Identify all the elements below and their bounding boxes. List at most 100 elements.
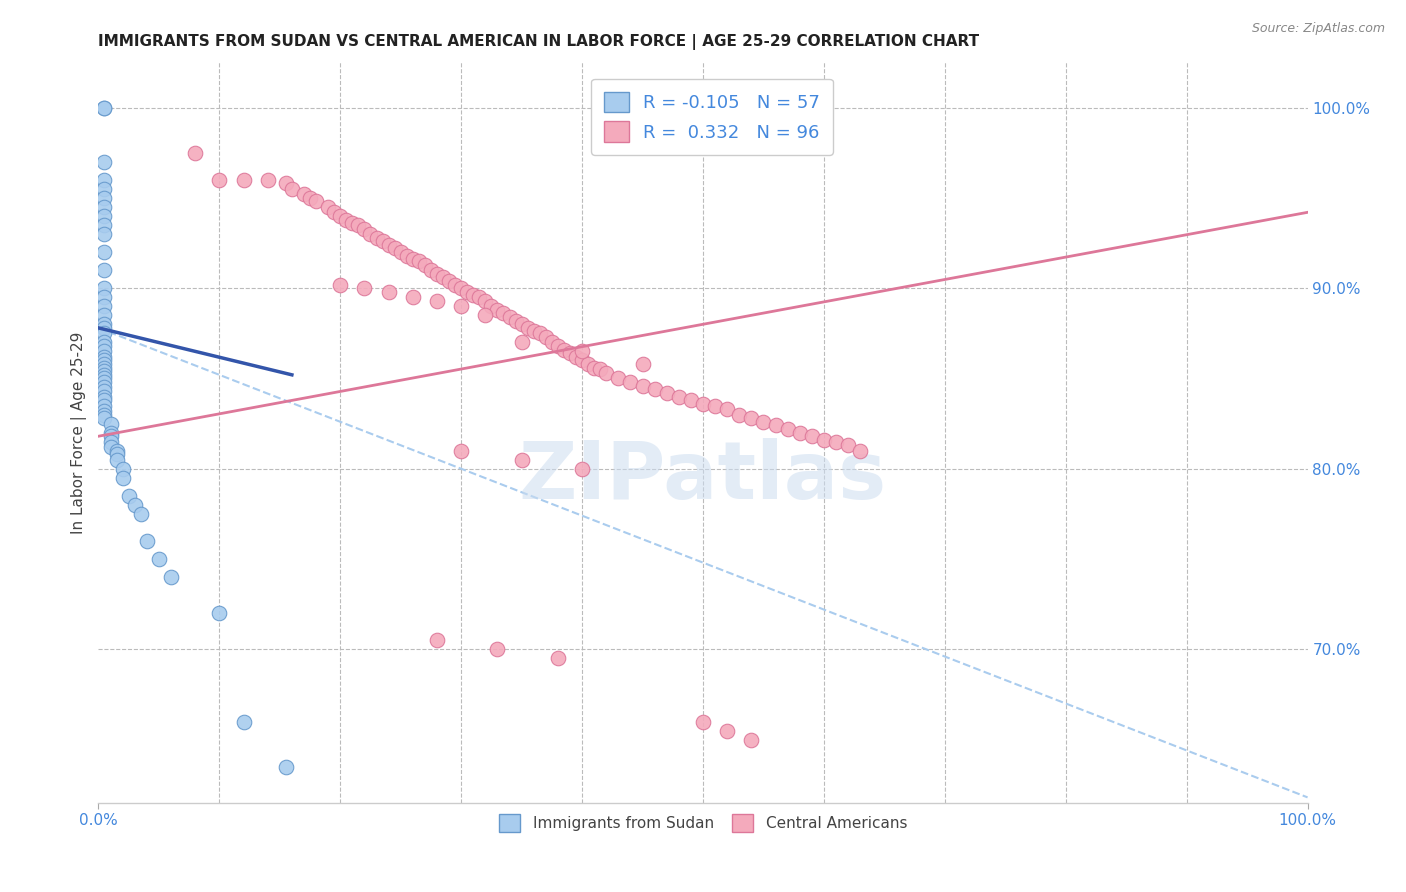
Point bbox=[547, 339, 569, 353]
Point bbox=[486, 642, 509, 657]
Point bbox=[281, 182, 304, 196]
Point bbox=[111, 471, 134, 485]
Point bbox=[837, 438, 859, 452]
Point bbox=[111, 461, 134, 475]
Point bbox=[716, 723, 738, 738]
Point bbox=[342, 216, 364, 230]
Point bbox=[752, 415, 775, 429]
Point bbox=[432, 270, 454, 285]
Point bbox=[316, 200, 339, 214]
Point bbox=[208, 173, 231, 187]
Point bbox=[576, 357, 599, 371]
Point bbox=[93, 380, 115, 394]
Point bbox=[692, 714, 714, 729]
Point bbox=[232, 714, 254, 729]
Point bbox=[93, 281, 115, 295]
Point bbox=[426, 633, 449, 648]
Point bbox=[93, 411, 115, 425]
Point bbox=[93, 245, 115, 260]
Point bbox=[93, 368, 115, 382]
Point bbox=[505, 313, 527, 327]
Point bbox=[492, 306, 515, 320]
Point bbox=[408, 254, 430, 268]
Point bbox=[692, 397, 714, 411]
Point bbox=[463, 288, 485, 302]
Point bbox=[93, 321, 115, 335]
Point bbox=[323, 205, 346, 219]
Point bbox=[619, 375, 641, 389]
Point bbox=[498, 310, 520, 324]
Point bbox=[93, 364, 115, 378]
Point bbox=[93, 173, 115, 187]
Point bbox=[105, 452, 128, 467]
Point bbox=[93, 375, 115, 389]
Point bbox=[402, 290, 425, 304]
Point bbox=[274, 760, 297, 774]
Point bbox=[366, 230, 388, 244]
Point bbox=[607, 371, 630, 385]
Point bbox=[160, 570, 183, 584]
Point bbox=[118, 489, 141, 503]
Point bbox=[655, 385, 678, 400]
Legend: Immigrants from Sudan, Central Americans: Immigrants from Sudan, Central Americans bbox=[491, 806, 915, 839]
Point bbox=[208, 606, 231, 620]
Point bbox=[523, 325, 546, 339]
Text: Source: ZipAtlas.com: Source: ZipAtlas.com bbox=[1251, 22, 1385, 36]
Point bbox=[105, 443, 128, 458]
Point bbox=[679, 393, 702, 408]
Point bbox=[529, 326, 551, 341]
Point bbox=[100, 434, 122, 449]
Point bbox=[148, 552, 170, 566]
Point bbox=[384, 242, 406, 256]
Point bbox=[93, 404, 115, 418]
Point bbox=[184, 145, 207, 160]
Point bbox=[849, 443, 872, 458]
Point bbox=[100, 425, 122, 440]
Point bbox=[335, 212, 357, 227]
Point bbox=[124, 498, 146, 512]
Point bbox=[93, 390, 115, 404]
Point bbox=[589, 362, 612, 376]
Point bbox=[347, 218, 370, 232]
Point bbox=[704, 399, 727, 413]
Point bbox=[426, 293, 449, 308]
Point bbox=[595, 366, 617, 380]
Point bbox=[413, 258, 436, 272]
Point bbox=[571, 344, 593, 359]
Point bbox=[371, 234, 394, 248]
Point bbox=[825, 434, 848, 449]
Point bbox=[558, 346, 581, 360]
Point bbox=[360, 227, 382, 241]
Point bbox=[93, 218, 115, 232]
Point bbox=[377, 285, 399, 299]
Point bbox=[565, 350, 588, 364]
Point bbox=[631, 357, 654, 371]
Point bbox=[93, 101, 115, 115]
Point bbox=[93, 318, 115, 332]
Point bbox=[510, 452, 533, 467]
Point bbox=[105, 447, 128, 461]
Point bbox=[540, 335, 562, 350]
Point bbox=[93, 290, 115, 304]
Point bbox=[450, 281, 472, 295]
Point bbox=[631, 378, 654, 392]
Point bbox=[389, 245, 412, 260]
Point bbox=[456, 285, 478, 299]
Point bbox=[93, 200, 115, 214]
Point bbox=[329, 209, 352, 223]
Point bbox=[474, 308, 496, 322]
Point bbox=[129, 507, 152, 521]
Point bbox=[93, 191, 115, 205]
Point bbox=[93, 408, 115, 422]
Point bbox=[800, 429, 823, 443]
Point bbox=[468, 290, 491, 304]
Point bbox=[377, 237, 399, 252]
Point bbox=[93, 357, 115, 371]
Point bbox=[420, 263, 443, 277]
Point bbox=[93, 350, 115, 364]
Point bbox=[765, 418, 787, 433]
Point bbox=[510, 335, 533, 350]
Point bbox=[516, 321, 538, 335]
Point bbox=[329, 277, 352, 292]
Point bbox=[571, 461, 593, 475]
